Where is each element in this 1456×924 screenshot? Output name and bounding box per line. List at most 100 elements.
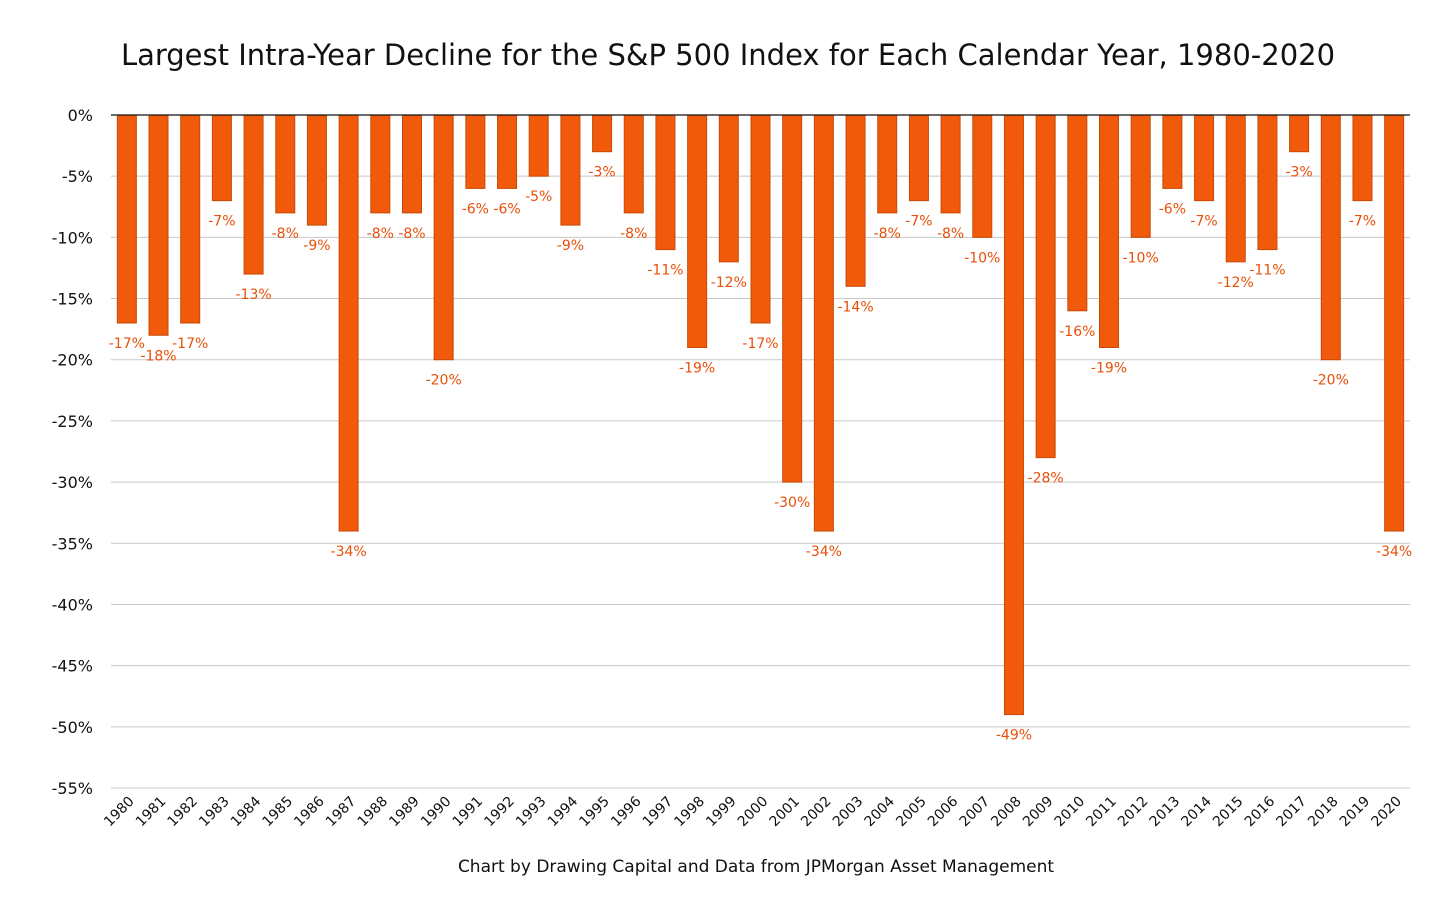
x-tick-label: 1996 <box>608 793 645 830</box>
x-tick-label: 2010 <box>1052 794 1089 831</box>
y-tick-label: -20% <box>52 351 93 370</box>
chart-caption: Chart by Drawing Capital and Data from J… <box>457 857 1055 877</box>
bar <box>465 114 486 189</box>
bar <box>497 114 518 189</box>
x-tick-label: 1995 <box>576 794 613 831</box>
data-label: -12% <box>1218 275 1254 291</box>
x-tick-label: 2007 <box>957 794 994 831</box>
y-tick-label: -25% <box>52 412 93 431</box>
x-tick-label: 2016 <box>1242 793 1279 830</box>
y-tick-label: -15% <box>52 290 93 309</box>
bar <box>211 114 232 202</box>
data-label: -16% <box>1059 324 1095 340</box>
bar <box>1194 114 1215 202</box>
bar <box>940 114 961 214</box>
x-tick-label: 2001 <box>766 794 803 831</box>
y-tick-label: -30% <box>52 473 93 492</box>
x-tick-label: 2018 <box>1305 794 1342 831</box>
y-tick-label: 0% <box>68 106 93 125</box>
bar <box>275 114 296 214</box>
x-tick-label: 2002 <box>798 794 835 831</box>
data-label: -11% <box>1249 263 1285 279</box>
data-label: -34% <box>806 544 842 560</box>
x-tick-label: 1998 <box>671 794 708 831</box>
data-label: -7% <box>1190 214 1217 230</box>
x-tick-label: 2011 <box>1083 794 1120 831</box>
x-tick-label: 1999 <box>703 794 740 831</box>
data-label: -17% <box>172 336 208 352</box>
bar <box>306 114 327 226</box>
bar <box>1320 114 1341 361</box>
data-label: -6% <box>462 201 489 217</box>
data-label: -28% <box>1028 471 1064 487</box>
x-tick-label: 1989 <box>386 794 423 831</box>
data-label: -19% <box>1091 360 1127 376</box>
data-label: -10% <box>964 250 1000 266</box>
x-tick-label: 1994 <box>545 793 582 830</box>
data-label: -18% <box>140 348 176 364</box>
data-label: -19% <box>679 360 715 376</box>
x-tick-label: 1987 <box>323 794 360 831</box>
bar <box>1162 114 1183 189</box>
bar <box>370 114 391 214</box>
data-label: -17% <box>742 336 778 352</box>
y-tick-label: -35% <box>52 534 93 553</box>
bar <box>592 114 613 153</box>
x-tick-label: 1982 <box>165 794 202 831</box>
bar <box>687 114 708 348</box>
bar <box>1035 114 1056 459</box>
x-tick-label: 1986 <box>291 793 328 830</box>
x-tick-label: 2005 <box>893 794 930 831</box>
data-label: -10% <box>1123 250 1159 266</box>
data-label: -9% <box>557 238 584 254</box>
bars <box>116 114 1405 716</box>
bar <box>1257 114 1278 251</box>
data-label: -9% <box>303 238 330 254</box>
bar <box>560 114 581 226</box>
x-tick-label: 2004 <box>862 793 899 830</box>
x-tick-label: 1983 <box>196 794 233 831</box>
data-label: -20% <box>426 373 462 389</box>
bar <box>116 114 137 324</box>
data-label: -8% <box>937 226 964 242</box>
data-label: -20% <box>1313 373 1349 389</box>
bar <box>528 114 549 177</box>
bar <box>782 114 803 483</box>
x-tick-label: 1981 <box>133 794 170 831</box>
x-tick-label: 2015 <box>1210 794 1247 831</box>
y-tick-label: -5% <box>62 167 93 186</box>
data-label: -3% <box>588 165 615 181</box>
data-label: -49% <box>996 728 1032 744</box>
x-tick-label: 1997 <box>640 794 677 831</box>
bar <box>148 114 169 336</box>
data-label: -3% <box>1285 165 1312 181</box>
bar <box>877 114 898 214</box>
x-tick-label: 2006 <box>925 793 962 830</box>
x-tick-label: 2019 <box>1337 794 1374 831</box>
y-tick-label: -55% <box>52 779 93 798</box>
bar <box>845 114 866 287</box>
chart-title: Largest Intra-Year Decline for the S&P 5… <box>120 38 1336 72</box>
x-tick-label: 1992 <box>481 794 518 831</box>
y-tick-label: -10% <box>52 228 93 247</box>
x-tick-label: 2020 <box>1368 794 1405 831</box>
y-tick-label: -45% <box>52 657 93 676</box>
data-label: -8% <box>620 226 647 242</box>
bar-chart: 0% -5% -10% -15% -20% -25% -30% -35% -40% -45% -50… <box>52 106 1413 831</box>
y-tick-label: -40% <box>52 595 93 614</box>
data-label: -17% <box>109 336 145 352</box>
data-label: -7% <box>905 214 932 230</box>
x-tick-label: 1984 <box>228 793 265 830</box>
bar <box>813 114 834 532</box>
x-tick-label: 2014 <box>1178 793 1215 830</box>
data-label: -6% <box>493 201 520 217</box>
bar <box>243 114 264 275</box>
x-tick-label: 2003 <box>830 794 867 831</box>
data-label: -30% <box>774 495 810 511</box>
x-tick-label: 1980 <box>101 794 138 831</box>
bar <box>718 114 739 263</box>
bar <box>1130 114 1151 238</box>
x-tick-label: 1988 <box>355 794 392 831</box>
bar <box>1225 114 1246 263</box>
y-tick-label: -50% <box>52 718 93 737</box>
